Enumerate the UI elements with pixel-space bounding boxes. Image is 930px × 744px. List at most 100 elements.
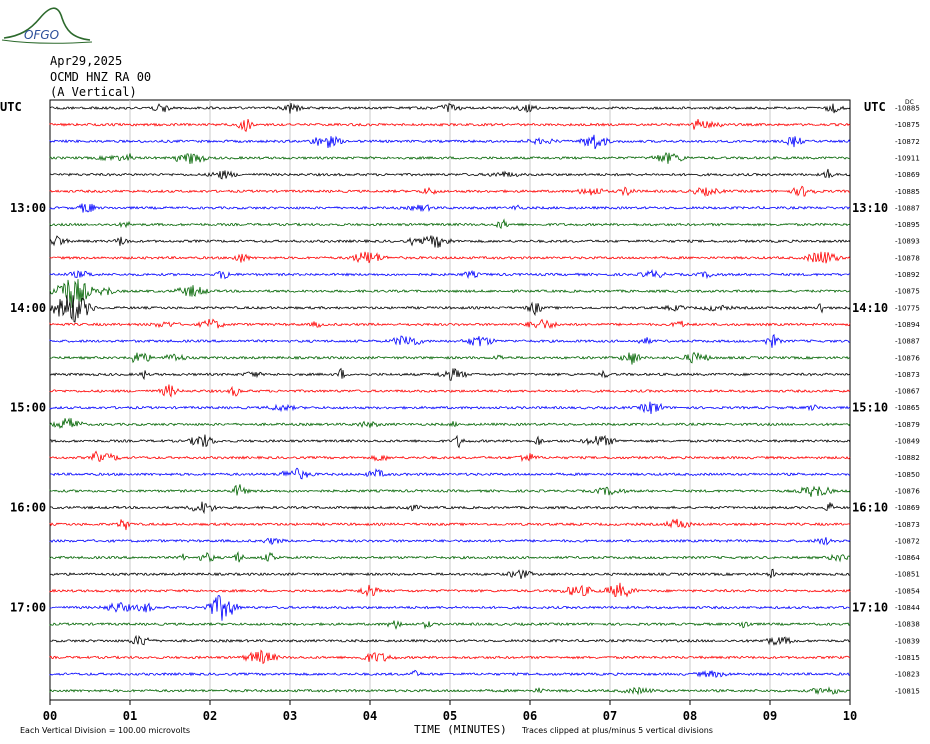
dc-unit-label: DC	[905, 99, 914, 106]
dc-offset-label: -10895	[895, 221, 920, 229]
dc-offset-label: -10879	[895, 421, 920, 429]
dc-offset-label: -10844	[895, 604, 920, 612]
left-hour-label: 14:00	[10, 301, 46, 315]
left-hour-label: 15:00	[10, 401, 46, 415]
trace-row-27	[49, 537, 851, 546]
right-hour-label: 14:10	[852, 301, 888, 315]
dc-offset-label: -10875	[895, 121, 920, 129]
trace-row-23	[49, 467, 851, 480]
dc-offset-label: -10851	[895, 571, 920, 579]
dc-offset-label: -10876	[895, 354, 920, 362]
trace-row-26	[49, 518, 851, 531]
trace-row-18	[49, 384, 851, 398]
left-hour-label: 17:00	[10, 601, 46, 615]
trace-row-2	[49, 119, 851, 133]
right-timezone-label: UTC	[864, 100, 886, 114]
x-tick-label: 06	[523, 709, 537, 723]
left-hour-label: 13:00	[10, 201, 46, 215]
dc-offset-label: -10867	[895, 388, 920, 396]
right-hour-labels: 13:10 14:10 15:10 16:10 17:10	[852, 201, 888, 615]
trace-row-4	[49, 151, 851, 165]
trace-row-10	[49, 251, 851, 264]
x-tick-label: 08	[683, 709, 697, 723]
dc-offset-label: -10873	[895, 521, 920, 529]
dc-offset-label: -10850	[895, 471, 920, 479]
trace-row-12	[49, 279, 851, 309]
dc-offset-label: -10873	[895, 371, 920, 379]
trace-row-36	[49, 686, 851, 696]
dc-offset-label: -10885	[895, 188, 920, 196]
trace-row-33	[49, 634, 851, 646]
dc-offset-label: -10838	[895, 621, 920, 629]
trace-row-3	[49, 134, 851, 150]
dc-offset-label: -10775	[895, 304, 920, 312]
dc-offset-label: -10893	[895, 238, 920, 246]
dc-offset-label: -10823	[895, 671, 920, 679]
x-tick-label: 10	[843, 709, 857, 723]
right-hour-label: 13:10	[852, 201, 888, 215]
trace-row-28	[49, 550, 851, 563]
trace-row-11	[49, 268, 851, 280]
dc-offset-label: -10882	[895, 454, 920, 462]
dc-offset-label: -10815	[895, 654, 920, 662]
trace-row-25	[49, 501, 851, 515]
trace-row-22	[49, 450, 851, 463]
dc-offset-labels: -10885 -10875 -10872 -10911 -10869 -10885 -108…	[895, 105, 920, 696]
logo: OFGO	[1, 7, 93, 44]
x-tick-label: 05	[443, 709, 457, 723]
right-hour-label: 16:10	[852, 501, 888, 515]
x-tick-label: 02	[203, 709, 217, 723]
seismic-traces	[49, 102, 851, 696]
right-hour-label: 17:10	[852, 601, 888, 615]
dc-offset-label: -10894	[895, 321, 920, 329]
left-hour-labels: 13:00 14:00 15:00 16:00 17:00	[10, 201, 46, 615]
dc-offset-label: -10854	[895, 587, 920, 595]
dc-offset-label: -10876	[895, 487, 920, 495]
trace-row-19	[49, 401, 851, 415]
trace-row-20	[49, 417, 851, 429]
x-tick-label: 07	[603, 709, 617, 723]
trace-row-15	[49, 333, 851, 348]
dc-offset-label: -10887	[895, 338, 920, 346]
trace-row-34	[49, 649, 850, 665]
trace-row-35	[49, 669, 851, 678]
dc-offset-label: -10875	[895, 288, 920, 296]
trace-row-9	[49, 235, 851, 248]
trace-row-16	[49, 351, 851, 365]
left-timezone-label: UTC	[0, 100, 22, 114]
x-tick-label: 09	[763, 709, 777, 723]
trace-row-24	[49, 484, 851, 497]
trace-row-13	[49, 295, 851, 323]
dc-offset-label: -10892	[895, 271, 920, 279]
dc-offset-label: -10878	[895, 254, 920, 262]
dc-offset-label: -10864	[895, 554, 920, 562]
dc-offset-label: -10872	[895, 537, 920, 545]
logo-swoosh-lower-icon	[1, 39, 93, 44]
trace-row-7	[49, 203, 851, 213]
dc-offset-label: -10839	[895, 637, 920, 645]
footer-scale-note: Each Vertical Division = 100.00 microvol…	[20, 726, 190, 735]
dc-offset-label: -10849	[895, 438, 920, 446]
x-tick-label: 00	[43, 709, 57, 723]
trace-row-30	[49, 582, 851, 598]
header-station: OCMD HNZ RA 00	[50, 70, 151, 84]
trace-row-29	[49, 568, 851, 579]
x-tick-label: 04	[363, 709, 377, 723]
trace-row-21	[49, 434, 851, 449]
dc-offset-label: -10869	[895, 171, 920, 179]
left-hour-label: 16:00	[10, 501, 46, 515]
trace-row-32	[49, 620, 851, 630]
x-axis-label: TIME (MINUTES)	[414, 723, 507, 736]
trace-row-14	[49, 318, 851, 329]
trace-row-5	[49, 168, 851, 180]
dc-offset-label: -10865	[895, 404, 920, 412]
dc-offset-label: -10872	[895, 138, 920, 146]
right-hour-label: 15:10	[852, 401, 888, 415]
trace-row-17	[49, 367, 851, 381]
header-date: Apr29,2025	[50, 54, 122, 68]
x-tick-label: 03	[283, 709, 297, 723]
x-axis-ticks: 00 01 02 03 04 05 06 07 08 09 10	[43, 700, 857, 723]
trace-row-1	[49, 102, 851, 114]
header-component: (A Vertical)	[50, 85, 137, 99]
